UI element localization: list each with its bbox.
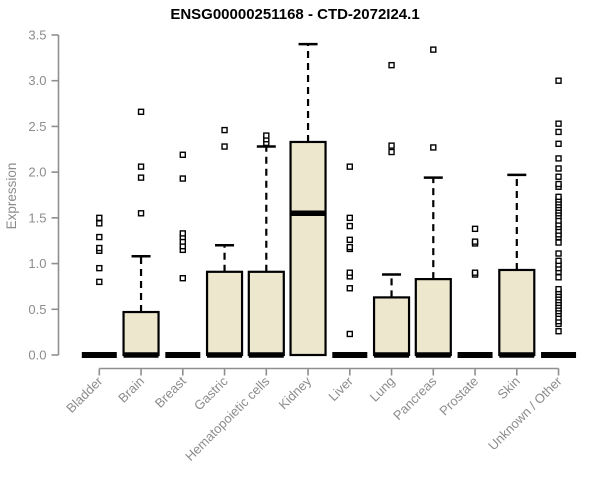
outlier-point	[346, 243, 353, 251]
boxplot-group-2	[165, 151, 201, 358]
box-rect	[289, 140, 327, 357]
outlier-point	[96, 244, 103, 252]
outlier-point	[263, 132, 270, 139]
outlier-point	[137, 210, 145, 217]
outlier-point	[96, 264, 103, 272]
y-tick-label: 2.5	[28, 119, 46, 134]
collapsed-box	[81, 352, 117, 358]
x-tick-label-8: Pancreas	[390, 373, 440, 423]
collapsed-box	[165, 352, 201, 358]
collapsed-box	[541, 352, 577, 358]
outlier-point	[555, 77, 562, 84]
box-rect	[372, 296, 411, 357]
outlier-point	[388, 61, 395, 69]
outlier-point	[388, 142, 395, 149]
x-tick-label-9: Prostate	[436, 374, 481, 419]
box-rect	[205, 270, 244, 357]
x-tick-label-7: Lung	[367, 374, 398, 405]
boxplot-group-4	[247, 132, 285, 358]
collapsed-box	[457, 352, 493, 358]
outlier-point	[179, 175, 187, 182]
outlier-point	[137, 163, 145, 170]
outlier-point	[346, 222, 353, 230]
outlier-point	[388, 148, 395, 156]
outlier-point	[346, 269, 353, 276]
outlier-point	[221, 126, 228, 134]
outlier-point	[137, 174, 145, 181]
collapsed-box	[332, 352, 368, 358]
boxplot-group-0	[81, 214, 117, 358]
outlier-point	[137, 108, 145, 115]
box-rect	[247, 270, 285, 357]
x-tick-label-2: Breast	[152, 373, 189, 410]
outlier-point	[555, 173, 562, 180]
x-tick-label-11: Unknown / Other	[485, 373, 565, 453]
boxplot-group-11	[541, 77, 577, 358]
outlier-point	[96, 220, 103, 227]
outlier-point	[346, 285, 353, 292]
y-tick-label: 0.5	[28, 302, 46, 317]
outlier-point	[96, 214, 103, 222]
outlier-point	[221, 143, 228, 150]
y-tick-label: 3.5	[28, 27, 46, 42]
outlier-point	[430, 46, 437, 53]
y-tick-label: 1.0	[28, 256, 46, 271]
outlier-point	[555, 155, 562, 162]
outlier-point	[179, 151, 187, 158]
y-tick-label: 1.5	[28, 210, 46, 225]
box-rect	[498, 268, 536, 357]
outlier-point	[555, 165, 562, 172]
box-series	[81, 42, 577, 358]
boxplot-group-6	[332, 163, 368, 358]
boxplot-group-3	[205, 126, 244, 358]
outlier-point	[346, 330, 353, 338]
outlier-point	[555, 250, 562, 257]
outlier-point	[555, 120, 562, 127]
box-rect	[414, 278, 452, 357]
y-axis: 0.0 0.5 1.0 1.5 2.0 2.5 3.0 3.5	[28, 27, 60, 363]
x-tick-label-0: Bladder	[63, 373, 106, 416]
outlier-point	[555, 180, 562, 188]
x-tick-label-10: Skin	[494, 374, 522, 402]
outlier-point	[346, 236, 353, 243]
outlier-point	[471, 269, 479, 276]
y-tick-label: 0.0	[28, 348, 46, 363]
outlier-point	[96, 233, 103, 241]
boxplot-group-7	[372, 61, 411, 358]
outlier-point	[179, 230, 187, 237]
outlier-point	[346, 214, 353, 222]
outlier-point	[555, 128, 562, 136]
x-tick-label-3: Gastric	[191, 373, 231, 413]
y-tick-label: 3.0	[28, 73, 46, 88]
box-rect	[122, 310, 160, 357]
outlier-point	[555, 239, 562, 246]
chart-title: ENSG00000251168 - CTD-2072I24.1	[170, 6, 419, 23]
outlier-point	[555, 193, 562, 201]
y-tick-label: 2.0	[28, 165, 46, 180]
boxplot-group-9	[457, 225, 493, 358]
outlier-point	[555, 140, 562, 147]
outlier-point	[471, 238, 479, 245]
outlier-point	[555, 285, 562, 293]
outlier-point	[471, 225, 479, 233]
x-tick-label-1: Brain	[115, 374, 147, 406]
outlier-point	[179, 274, 187, 282]
outlier-point	[555, 328, 562, 335]
boxplot-group-10	[498, 173, 536, 358]
x-tick-label-5: Kidney	[275, 373, 314, 412]
boxplot-group-8	[414, 46, 452, 358]
outlier-point	[430, 144, 437, 151]
boxplot-group-1	[122, 108, 160, 358]
outlier-point	[555, 274, 562, 281]
outlier-point	[96, 278, 103, 286]
boxplot-group-5	[289, 42, 327, 357]
outlier-point	[555, 257, 562, 265]
y-axis-label: Expression	[4, 163, 19, 230]
outlier-point	[346, 163, 353, 170]
x-tick-label-6: Liver	[325, 373, 356, 404]
